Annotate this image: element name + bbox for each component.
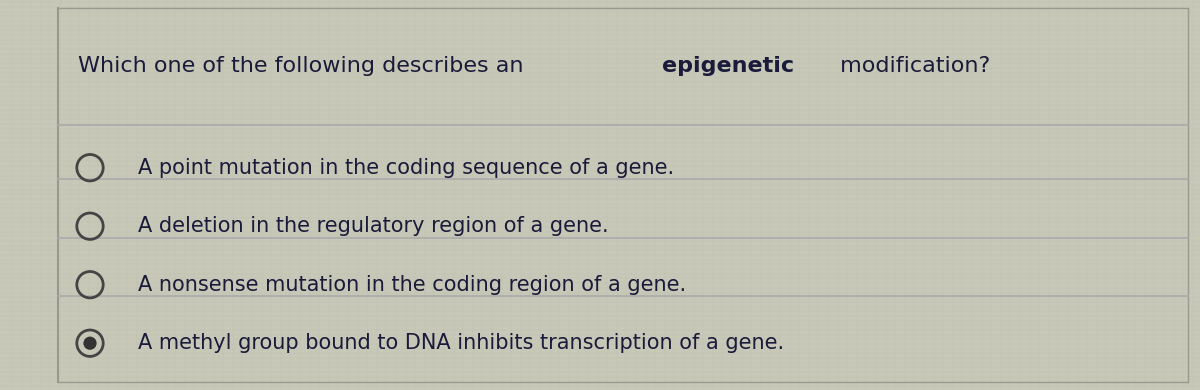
Text: A nonsense mutation in the coding region of a gene.: A nonsense mutation in the coding region… bbox=[138, 275, 686, 295]
Ellipse shape bbox=[84, 337, 97, 350]
Text: A methyl group bound to DNA inhibits transcription of a gene.: A methyl group bound to DNA inhibits tra… bbox=[138, 333, 784, 353]
Text: modification?: modification? bbox=[833, 56, 990, 76]
Text: Which one of the following describes an: Which one of the following describes an bbox=[78, 56, 530, 76]
Text: A deletion in the regulatory region of a gene.: A deletion in the regulatory region of a… bbox=[138, 216, 608, 236]
Text: A point mutation in the coding sequence of a gene.: A point mutation in the coding sequence … bbox=[138, 158, 674, 178]
Text: epigenetic: epigenetic bbox=[662, 56, 794, 76]
